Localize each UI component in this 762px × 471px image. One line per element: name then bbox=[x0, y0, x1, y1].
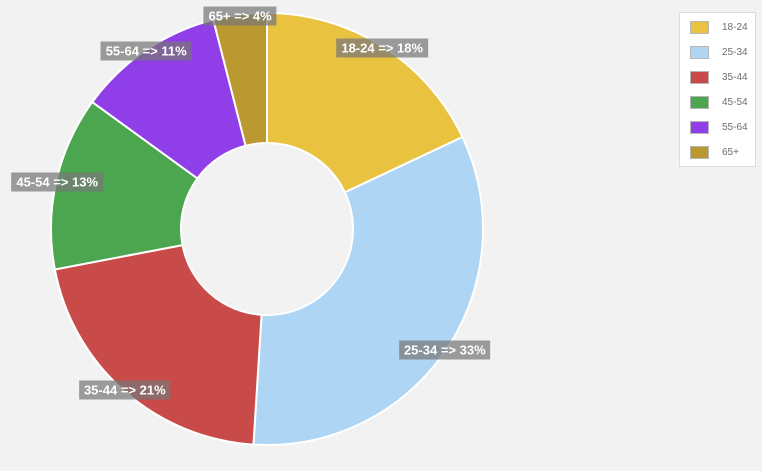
chart-slice-45-54[interactable] bbox=[50, 100, 199, 271]
legend-label: 25-34 bbox=[722, 47, 748, 58]
legend-label: 18-24 bbox=[722, 22, 748, 33]
legend-label: 55-64 bbox=[722, 122, 748, 133]
legend-label: 65+ bbox=[722, 147, 739, 158]
chart-slice-18-24[interactable] bbox=[266, 11, 464, 194]
legend-swatch-icon bbox=[690, 121, 709, 134]
slice-label-65: 65+ => 4% bbox=[203, 6, 277, 26]
legend-item-65[interactable]: 65+ bbox=[680, 140, 755, 165]
legend-label: 35-44 bbox=[722, 72, 748, 83]
legend-item-45-54[interactable]: 45-54 bbox=[680, 90, 755, 115]
chart-slice-25-34[interactable] bbox=[252, 135, 484, 446]
legend-swatch-icon bbox=[690, 96, 709, 109]
legend-item-55-64[interactable]: 55-64 bbox=[680, 115, 755, 140]
slice-label-45-54: 45-54 => 13% bbox=[11, 172, 104, 192]
legend-swatch-icon bbox=[690, 46, 709, 59]
slice-label-35-44: 35-44 => 21% bbox=[78, 380, 171, 400]
legend-item-35-44[interactable]: 35-44 bbox=[680, 65, 755, 90]
slice-label-18-24: 18-24 => 18% bbox=[336, 38, 429, 57]
legend-item-18-24[interactable]: 18-24 bbox=[680, 15, 755, 40]
slice-label-55-64: 55-64 => 11% bbox=[100, 41, 192, 61]
legend-item-25-34[interactable]: 25-34 bbox=[680, 40, 755, 65]
legend-label: 45-54 bbox=[722, 97, 748, 108]
legend: 18-24 25-34 35-44 45-54 55-64 65+ bbox=[679, 12, 756, 167]
slice-label-25-34: 25-34 => 33% bbox=[398, 340, 491, 360]
chart-slice-35-44[interactable] bbox=[53, 243, 263, 446]
legend-swatch-icon bbox=[690, 21, 709, 34]
legend-swatch-icon bbox=[690, 71, 709, 84]
legend-swatch-icon bbox=[690, 146, 709, 159]
